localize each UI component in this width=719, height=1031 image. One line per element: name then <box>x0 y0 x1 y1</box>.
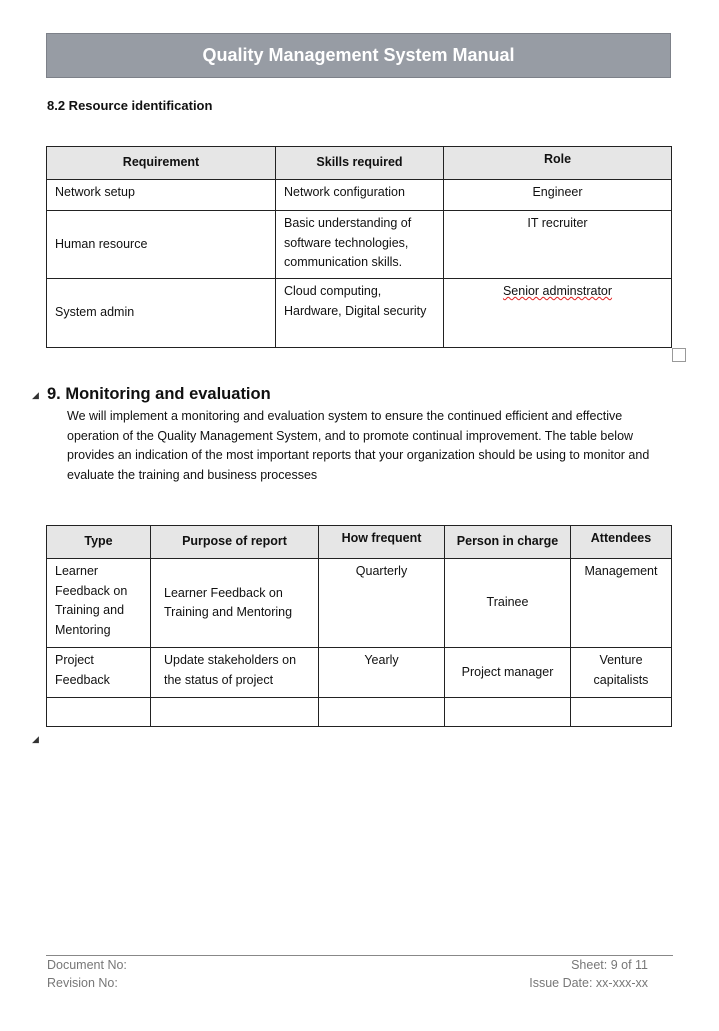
table-cell: IT recruiter <box>443 210 672 279</box>
footer-divider <box>46 955 673 956</box>
table-row: Project Feedback Update stakeholders on … <box>46 647 672 698</box>
footer-revision-no: Revision No: <box>47 976 118 990</box>
table-cell: Update stakeholders on the status of pro… <box>150 647 319 698</box>
spellcheck-text: Senior adminstrator <box>502 284 613 298</box>
column-header: Role <box>443 146 672 180</box>
table-cell: Learner Feedback on Training and Mentori… <box>46 558 151 648</box>
table-cell: Yearly <box>318 647 445 698</box>
column-header: Skills required <box>275 146 444 180</box>
table-cell <box>318 697 445 727</box>
table-cell: Project Feedback <box>46 647 151 698</box>
table-cell: Management <box>570 558 672 648</box>
table-cell: Human resource <box>46 210 276 279</box>
column-header: Type <box>46 525 151 559</box>
table-cell <box>46 697 151 727</box>
table-cell: Basic understanding of software technolo… <box>275 210 444 279</box>
table-header-row: Requirement Skills required Role <box>46 146 672 180</box>
collapse-triangle-icon[interactable]: ◢ <box>32 390 39 400</box>
header-banner: Quality Management System Manual <box>46 33 671 78</box>
table-cell: Cloud computing, Hardware, Digital secur… <box>275 278 444 348</box>
table-cell: Network configuration <box>275 179 444 211</box>
table-cell <box>570 697 672 727</box>
table-cell: Engineer <box>443 179 672 211</box>
column-header: Attendees <box>570 525 672 559</box>
column-header: Person in charge <box>444 525 571 559</box>
table-row: Human resource Basic understanding of so… <box>46 210 672 279</box>
table-cell: Venture capitalists <box>570 647 672 698</box>
table-cell: Trainee <box>444 558 571 648</box>
footer-document-no: Document No: <box>47 958 127 972</box>
column-header: Purpose of report <box>150 525 319 559</box>
column-header: Requirement <box>46 146 276 180</box>
table-header-row: Type Purpose of report How frequent Pers… <box>46 525 672 559</box>
resource-table: Requirement Skills required Role Network… <box>46 146 672 348</box>
section-heading-8-2: 8.2 Resource identification <box>47 98 213 113</box>
footer-issue-date: Issue Date: xx-xxx-xx <box>529 976 648 990</box>
table-cell <box>444 697 571 727</box>
table-cell: Learner Feedback on Training and Mentori… <box>150 558 319 648</box>
collapse-triangle-icon[interactable]: ◢ <box>32 734 39 744</box>
table-row: Learner Feedback on Training and Mentori… <box>46 558 672 648</box>
monitoring-table: Type Purpose of report How frequent Pers… <box>46 525 672 727</box>
section-heading-9: 9. Monitoring and evaluation <box>47 385 271 403</box>
table-cell: Project manager <box>444 647 571 698</box>
table-cell: System admin <box>46 278 276 348</box>
footer-sheet: Sheet: 9 of 11 <box>571 958 648 972</box>
table-row: System admin Cloud computing, Hardware, … <box>46 278 672 348</box>
table-cell: Network setup <box>46 179 276 211</box>
section-paragraph: We will implement a monitoring and evalu… <box>67 409 650 482</box>
table-cell <box>150 697 319 727</box>
table-cell: Quarterly <box>318 558 445 648</box>
table-row <box>46 697 672 727</box>
table-cell: Senior adminstrator <box>443 278 672 348</box>
table-row: Network setup Network configuration Engi… <box>46 179 672 211</box>
column-header: How frequent <box>318 525 445 559</box>
table-resize-handle[interactable] <box>672 348 686 362</box>
